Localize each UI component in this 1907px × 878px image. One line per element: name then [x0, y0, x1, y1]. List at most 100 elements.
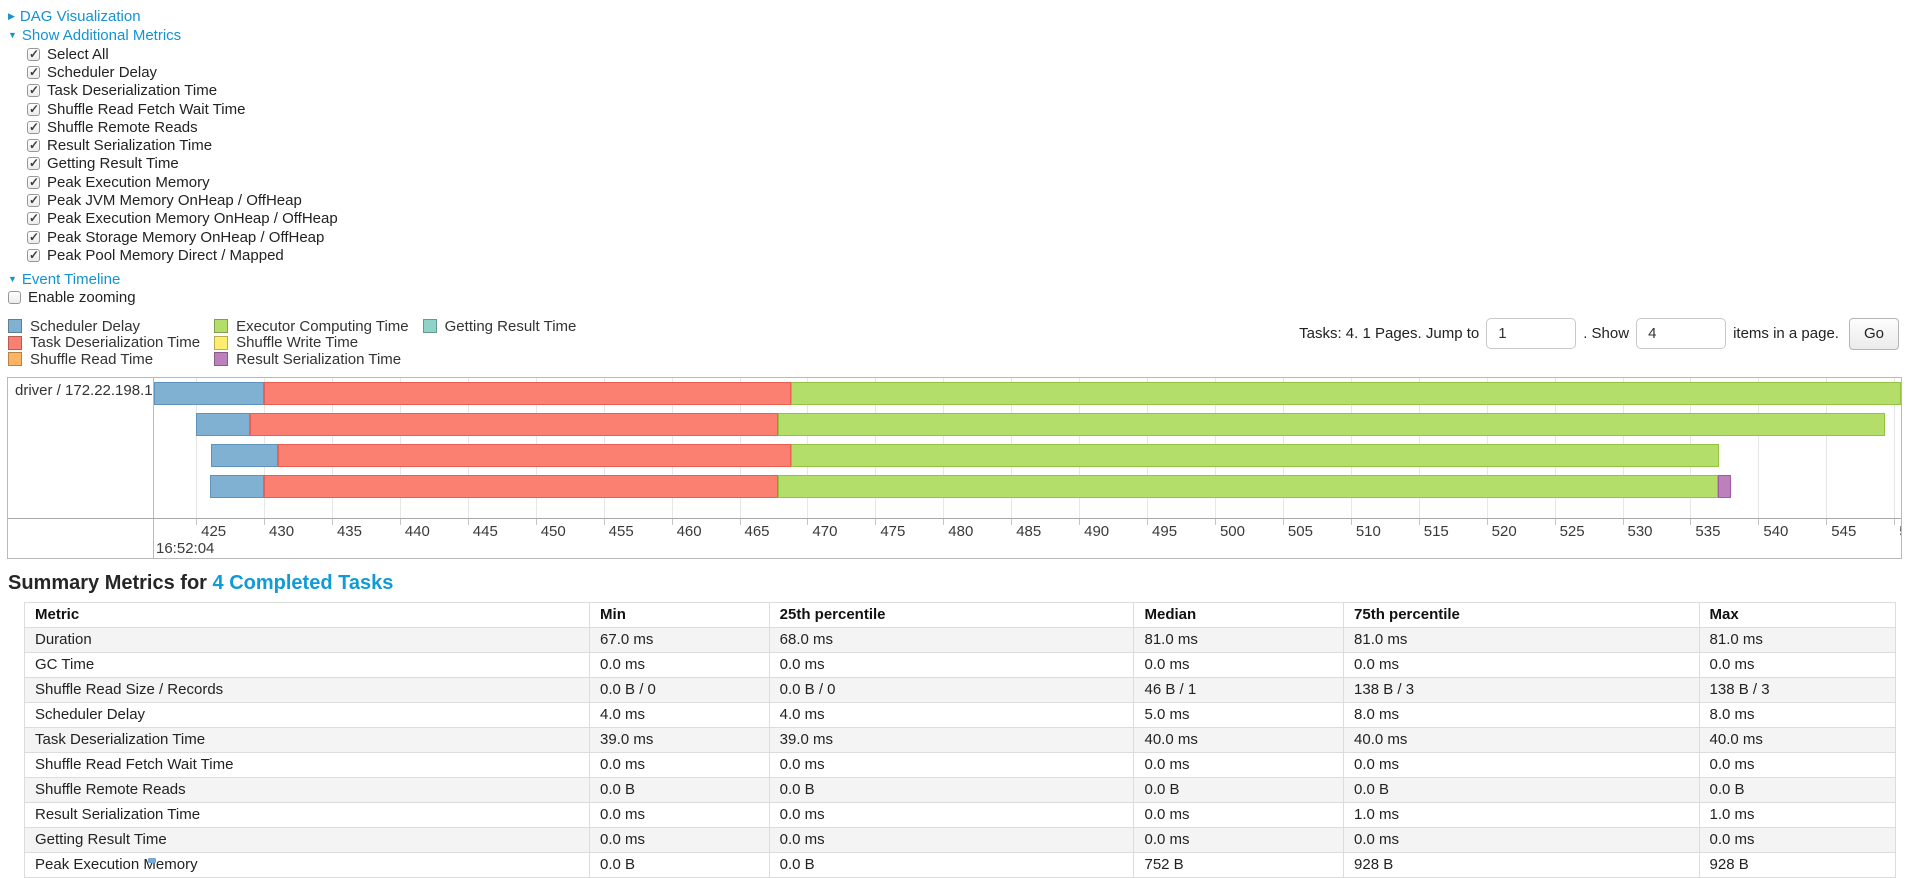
go-button[interactable]: Go — [1848, 317, 1899, 350]
task-bar-segment[interactable] — [777, 474, 1718, 498]
axis-tick-label: 485 — [1016, 522, 1042, 540]
metric-value-cell: 8.0 ms — [1698, 701, 1897, 728]
table-row: Getting Result Time 0.0 ms 0.0 ms 0.0 ms 0.0… — [23, 826, 1897, 853]
axis-tick-label: 450 — [540, 522, 566, 540]
axis-tick-label: 425 — [201, 522, 227, 540]
gridline — [1894, 377, 1896, 518]
jump-to-page-input[interactable] — [1486, 318, 1577, 350]
executor-group-label: driver / 172.22.198.104 — [8, 377, 154, 518]
legend-swatch-icon — [214, 352, 229, 367]
table-row: GC Time 0.0 ms 0.0 ms 0.0 ms 0.0 ms 0.0 ms — [23, 651, 1897, 678]
enable-zooming-row[interactable]: Enable zooming — [8, 289, 1899, 307]
chevron-down-icon: ▼ — [8, 273, 17, 284]
metric-value-cell: 81.0 ms — [1133, 626, 1345, 653]
legend-item-label: Getting Result Time — [444, 317, 577, 335]
axis-tick-icon — [1011, 518, 1013, 525]
enable-zooming-checkbox[interactable] — [8, 291, 21, 305]
axis-tick-icon — [196, 518, 198, 525]
show-additional-metrics-toggle[interactable]: ▼ Show Additional Metrics — [8, 26, 181, 45]
legend-item: Shuffle Write Time — [214, 334, 409, 351]
metric-checkbox-row[interactable]: Peak JVM Memory OnHeap / OffHeap — [27, 191, 1899, 209]
task-bar-segment[interactable] — [791, 443, 1719, 467]
metric-value-cell: 39.0 ms — [768, 726, 1135, 753]
metric-checkbox-row[interactable]: Task Deserialization Time — [27, 82, 1899, 100]
metric-checkbox[interactable] — [27, 248, 40, 262]
task-bar-segment[interactable] — [211, 443, 278, 467]
metric-value-cell: 138 B / 3 — [1698, 676, 1897, 703]
metric-value-cell: 68.0 ms — [768, 626, 1135, 653]
completed-tasks-link[interactable]: 4 Completed Tasks — [212, 571, 394, 594]
metric-checkbox[interactable] — [27, 193, 40, 208]
axis-tick-icon — [399, 518, 401, 525]
table-column-header: Median — [1133, 601, 1345, 628]
metric-checkbox-row[interactable]: Getting Result Time — [27, 155, 1899, 173]
metric-checkbox-row[interactable]: Peak Pool Memory Direct / Mapped — [27, 246, 1899, 264]
metric-checkbox-row[interactable]: Peak Execution Memory — [27, 173, 1899, 191]
task-bar-segment[interactable] — [1717, 474, 1732, 498]
metric-checkbox[interactable] — [27, 83, 40, 98]
metric-value-cell: 0.0 ms — [768, 651, 1135, 678]
metric-checkbox[interactable] — [27, 230, 40, 244]
metric-checkbox[interactable] — [27, 156, 40, 171]
metric-checkbox-row[interactable]: Select All — [27, 45, 1899, 63]
metric-value-cell: 0.0 ms — [1133, 751, 1345, 778]
axis-tick-icon — [1350, 518, 1352, 525]
metric-value-cell: 0.0 B — [1133, 776, 1345, 803]
metric-value-cell: 46 B / 1 — [1133, 676, 1345, 703]
legend-swatch-icon — [422, 319, 437, 334]
task-bar-segment[interactable] — [264, 381, 792, 405]
metric-checkbox[interactable] — [27, 211, 40, 226]
axis-tick-icon — [264, 518, 266, 525]
metric-checkbox[interactable] — [27, 138, 40, 153]
metric-checkbox-row[interactable]: Peak Execution Memory OnHeap / OffHeap — [27, 210, 1899, 228]
axis-tick-icon — [1758, 518, 1760, 525]
dag-visualization-toggle[interactable]: ▶ DAG Visualization — [8, 7, 141, 26]
metric-checkbox[interactable] — [27, 102, 40, 116]
table-row: Shuffle Read Fetch Wait Time 0.0 ms 0.0 ms… — [23, 751, 1897, 778]
metric-checkbox[interactable] — [27, 120, 40, 134]
task-bar-segment[interactable] — [250, 412, 778, 436]
metric-checkbox[interactable] — [27, 47, 40, 61]
axis-tick-icon — [1486, 518, 1488, 525]
legend-swatch-icon — [8, 352, 22, 367]
items-per-page-input[interactable] — [1636, 318, 1727, 350]
axis-tick-icon — [1079, 518, 1081, 525]
metric-value-cell: 0.0 B / 0 — [768, 676, 1135, 703]
metric-value-cell: 0.0 ms — [768, 826, 1135, 853]
metric-value-cell: 5.0 ms — [1133, 701, 1345, 728]
task-bar-segment[interactable] — [277, 443, 792, 467]
legend-column: Getting Result Time — [422, 317, 601, 368]
metric-checkbox-row[interactable]: Result Serialization Time — [27, 136, 1899, 154]
metric-checkbox-label: Peak Pool Memory Direct / Mapped — [47, 246, 284, 264]
metric-checkbox[interactable] — [27, 175, 40, 189]
metric-checkbox-row[interactable]: Peak Storage Memory OnHeap / OffHeap — [27, 228, 1899, 246]
gridline — [196, 377, 198, 518]
task-bar-segment[interactable] — [777, 412, 1885, 436]
axis-tick-icon — [807, 518, 809, 525]
axis-tick-icon — [1214, 518, 1216, 525]
metric-checkbox[interactable] — [27, 65, 40, 79]
metric-value-cell: 39.0 ms — [589, 726, 770, 753]
legend-item: Executor Computing Time — [214, 318, 409, 335]
metric-checkbox-row[interactable]: Scheduler Delay — [27, 63, 1899, 81]
task-bar-segment[interactable] — [209, 474, 265, 498]
task-bar-segment[interactable] — [154, 381, 265, 405]
table-column-header: Max — [1698, 601, 1897, 628]
chevron-down-icon: ▼ — [8, 30, 17, 40]
metric-value-cell: 4.0 ms — [589, 701, 770, 728]
metric-value-cell: 0.0 ms — [768, 801, 1135, 828]
event-timeline-toggle[interactable]: ▼ Event Timeline — [8, 270, 120, 289]
metric-checkbox-label: Peak Storage Memory OnHeap / OffHeap — [47, 228, 325, 246]
axis-tick-label: 535 — [1695, 522, 1721, 540]
metric-checkbox-row[interactable]: Shuffle Remote Reads — [27, 118, 1899, 136]
metric-checkbox-row[interactable]: Shuffle Read Fetch Wait Time — [27, 100, 1899, 118]
task-bar-segment[interactable] — [791, 381, 1901, 405]
task-bar-segment[interactable] — [196, 412, 251, 436]
timeline-plot-area[interactable] — [154, 377, 1901, 518]
metric-value-cell: 0.0 B — [1698, 776, 1897, 803]
task-bar-segment[interactable] — [264, 474, 778, 498]
table-column-header: Metric — [23, 601, 591, 628]
axis-tick-labels: 16:52:04 425 430 435 440 445 450 455 460 465 470 4… — [154, 518, 1901, 558]
